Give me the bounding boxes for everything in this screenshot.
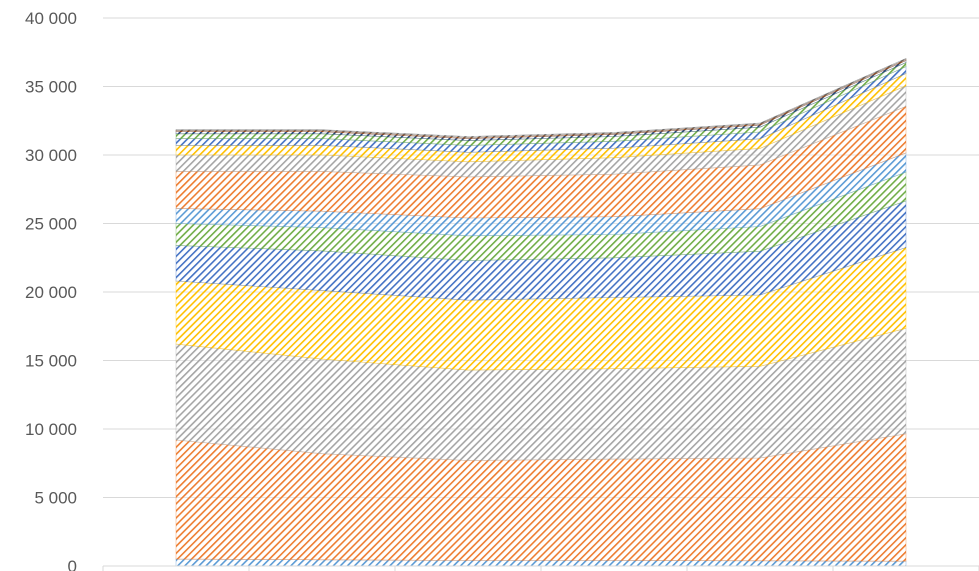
y-tick-label: 30 000 xyxy=(25,146,77,165)
area-series-group xyxy=(175,57,907,567)
y-tick-label: 5 000 xyxy=(34,489,77,508)
x-axis xyxy=(102,565,979,571)
y-tick-label: 20 000 xyxy=(25,283,77,302)
y-tick-label: 10 000 xyxy=(25,420,77,439)
y-tick-label: 15 000 xyxy=(25,352,77,371)
y-tick-label: 0 xyxy=(68,557,77,571)
area-series-15 xyxy=(175,57,907,138)
y-tick-label: 40 000 xyxy=(25,9,77,28)
y-tick-label: 35 000 xyxy=(25,78,77,97)
y-tick-label: 25 000 xyxy=(25,215,77,234)
y-axis-tick-labels: 0 5 000 10 000 15 000 20 000 25 000 30 000 35 0… xyxy=(25,9,77,571)
